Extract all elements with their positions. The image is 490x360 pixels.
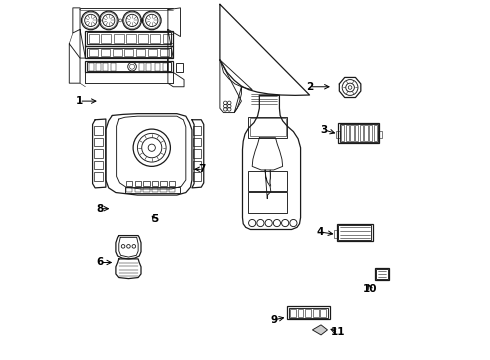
Bar <box>89 63 94 71</box>
Bar <box>101 49 110 56</box>
Bar <box>355 126 358 141</box>
Bar <box>340 124 378 142</box>
Bar <box>126 188 132 192</box>
Bar <box>143 181 149 186</box>
Bar <box>139 63 144 71</box>
Bar <box>85 61 173 72</box>
Bar <box>95 126 103 135</box>
Bar <box>160 188 167 192</box>
Bar <box>341 126 344 141</box>
Bar <box>248 117 287 138</box>
Bar <box>336 131 340 138</box>
Bar <box>194 172 200 181</box>
Bar <box>85 31 173 45</box>
Bar <box>250 118 286 136</box>
Bar <box>194 126 200 135</box>
Bar <box>103 63 108 71</box>
Bar <box>135 181 141 186</box>
Bar <box>320 310 326 317</box>
Bar <box>126 35 136 43</box>
Bar <box>334 230 338 238</box>
Polygon shape <box>313 325 327 335</box>
Bar <box>287 306 330 319</box>
Text: 8: 8 <box>96 204 103 214</box>
Bar <box>375 267 389 280</box>
Bar <box>290 310 296 317</box>
Bar <box>194 161 200 169</box>
Bar <box>114 35 123 43</box>
Bar <box>248 171 287 191</box>
Bar <box>113 49 122 56</box>
Bar <box>135 188 141 192</box>
Bar <box>365 126 368 141</box>
Text: 2: 2 <box>306 82 313 92</box>
Bar <box>87 48 172 57</box>
Bar <box>163 63 168 71</box>
Bar <box>96 63 101 71</box>
Text: 5: 5 <box>151 215 158 224</box>
Bar <box>111 63 116 71</box>
Text: 1: 1 <box>75 96 83 106</box>
Bar <box>346 126 349 141</box>
Bar <box>85 46 173 58</box>
Bar <box>160 49 169 56</box>
Bar <box>89 35 99 43</box>
Bar <box>125 187 180 193</box>
Bar <box>248 192 287 213</box>
Bar <box>101 35 111 43</box>
Bar <box>194 149 200 158</box>
Bar <box>89 49 98 56</box>
Bar <box>87 32 172 44</box>
Bar <box>160 181 167 186</box>
Text: 11: 11 <box>331 327 345 337</box>
Bar <box>313 310 318 317</box>
Bar <box>147 63 151 71</box>
Bar <box>194 138 200 146</box>
Bar <box>87 62 172 71</box>
Bar <box>95 172 103 181</box>
Text: 6: 6 <box>96 257 103 267</box>
Bar <box>360 126 363 141</box>
Text: 10: 10 <box>363 284 378 294</box>
Bar <box>169 181 175 186</box>
Bar <box>148 49 157 56</box>
Text: 7: 7 <box>198 164 206 174</box>
Bar <box>150 35 160 43</box>
Bar <box>143 188 149 192</box>
Text: 4: 4 <box>317 227 324 237</box>
Bar <box>374 126 377 141</box>
Bar <box>176 63 183 72</box>
Bar <box>136 49 145 56</box>
Bar <box>298 310 303 317</box>
Bar <box>95 161 103 169</box>
Bar <box>152 181 158 186</box>
Bar <box>338 123 379 143</box>
Bar <box>338 225 371 239</box>
Bar <box>155 63 160 71</box>
Text: 3: 3 <box>320 125 327 135</box>
Bar <box>169 188 175 192</box>
Bar <box>126 181 132 186</box>
Bar <box>378 131 382 138</box>
Bar <box>369 126 372 141</box>
Text: 9: 9 <box>270 315 277 325</box>
Bar <box>163 35 172 43</box>
Bar <box>305 310 311 317</box>
Bar <box>376 269 388 279</box>
Bar <box>152 188 158 192</box>
Bar <box>95 149 103 158</box>
Bar <box>289 308 328 318</box>
Bar <box>337 224 373 241</box>
Bar <box>350 126 354 141</box>
Bar <box>138 35 148 43</box>
Bar <box>124 49 133 56</box>
Bar <box>95 138 103 146</box>
